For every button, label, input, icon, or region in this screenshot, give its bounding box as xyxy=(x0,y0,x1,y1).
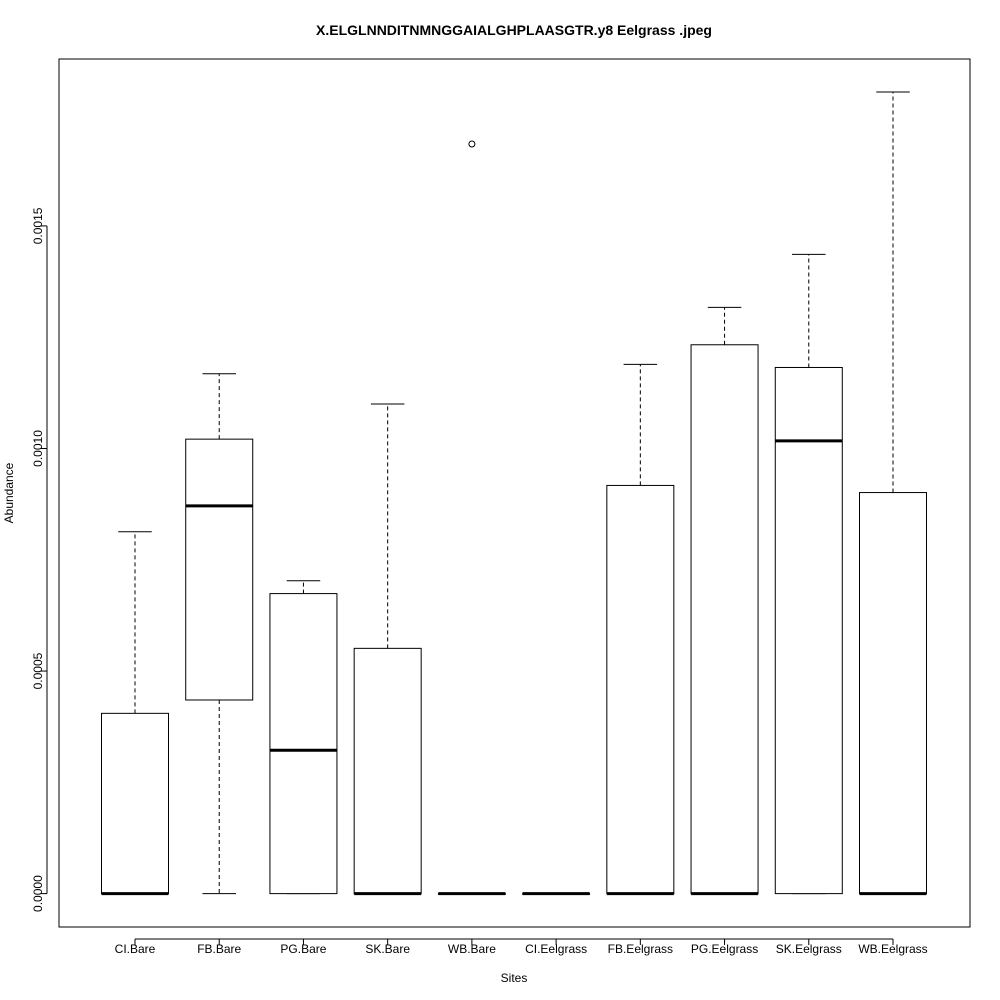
box-FB.Bare xyxy=(185,373,254,895)
x-axis: CI.Bare FB.Bare PG.Bare SK.Bare WB.Bare CI.Ee… xyxy=(115,938,928,956)
box-SK.Bare xyxy=(353,403,422,896)
plot-frame xyxy=(58,58,971,928)
box-CI.Eelgrass xyxy=(522,892,591,896)
box-SK.Eelgrass xyxy=(774,253,843,895)
box-rect xyxy=(690,344,759,895)
x-tick-label: CI.Eelgrass xyxy=(525,942,587,956)
box-WB.Eelgrass xyxy=(859,91,927,896)
x-tick-label: WB.Bare xyxy=(448,942,496,956)
x-tick-label: SK.Bare xyxy=(365,942,410,956)
box-FB.Eelgrass xyxy=(606,363,675,896)
box-CI.Bare xyxy=(101,531,169,896)
boxes-layer xyxy=(101,91,927,896)
y-tick-label: 0.0010 xyxy=(31,430,45,467)
box-rect xyxy=(774,366,843,895)
box-PG.Bare xyxy=(269,580,338,895)
y-tick-label: 0.0000 xyxy=(31,875,45,912)
y-axis: 0.0000 0.0005 0.0010 0.0015 xyxy=(31,207,48,912)
x-tick-label: PG.Bare xyxy=(280,942,326,956)
box-WB.Bare xyxy=(437,140,506,896)
box-rect xyxy=(606,484,675,895)
outlier-point xyxy=(468,140,476,148)
y-axis-label: Abundance xyxy=(2,462,16,523)
x-tick-label: WB.Eelgrass xyxy=(858,942,927,956)
chart-title: X.ELGLNNDITNMNGGAIALGHPLAASGTR.y8 Eelgra… xyxy=(316,22,712,38)
box-rect xyxy=(353,647,422,895)
box-PG.Eelgrass xyxy=(690,306,759,896)
box-rect xyxy=(859,492,927,895)
x-tick-label: SK.Eelgrass xyxy=(776,942,842,956)
y-tick-label: 0.0015 xyxy=(31,207,45,244)
x-tick-label: FB.Eelgrass xyxy=(608,942,673,956)
box-rect xyxy=(185,438,254,701)
x-axis-label: Sites xyxy=(501,971,528,985)
y-tick-label: 0.0005 xyxy=(31,652,45,689)
x-tick-label: CI.Bare xyxy=(115,942,156,956)
box-rect xyxy=(269,593,338,895)
x-tick-label: PG.Eelgrass xyxy=(691,942,758,956)
x-tick-label: FB.Bare xyxy=(197,942,241,956)
box-rect xyxy=(101,712,169,895)
